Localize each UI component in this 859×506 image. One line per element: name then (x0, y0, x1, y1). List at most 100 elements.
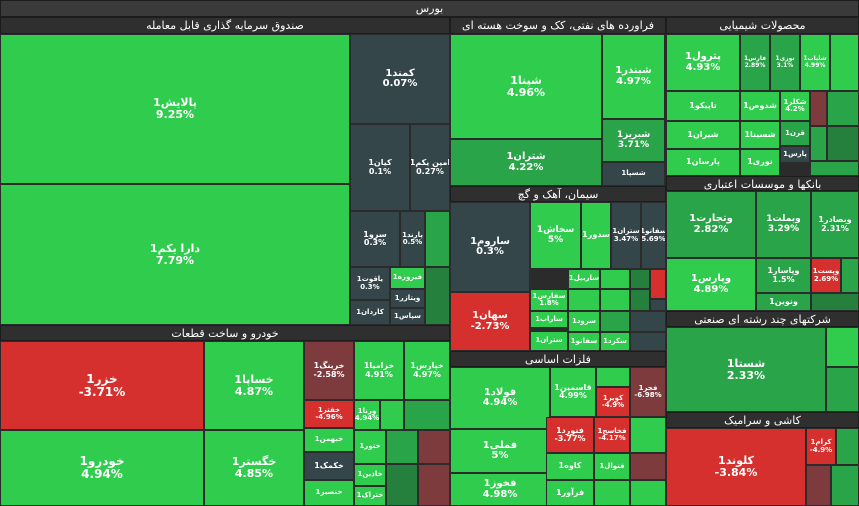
stock-tile[interactable]: شسپا1 (602, 162, 665, 186)
stock-tile[interactable]: وبصادر1 2.31% (811, 191, 859, 258)
minor-stock-tile[interactable] (841, 258, 859, 293)
stock-tile[interactable]: ختور1 (354, 430, 386, 464)
minor-stock-tile[interactable] (827, 91, 859, 126)
stock-tile[interactable]: کلوند1 -3.84% (666, 428, 806, 506)
stock-tile[interactable]: سپاس1 (390, 308, 425, 325)
stock-tile[interactable]: شبندر1 4.97% (602, 34, 665, 119)
stock-tile[interactable]: خپارس1 4.97% (404, 341, 450, 400)
minor-stock-tile[interactable] (404, 400, 450, 430)
stock-tile[interactable]: شلیاب1 4.99% (800, 34, 830, 91)
stock-tile[interactable]: وپارس1 4.89% (666, 258, 756, 311)
stock-tile[interactable]: سفانو1 (568, 332, 600, 351)
stock-tile[interactable]: فنوال1 (594, 453, 630, 480)
minor-stock-tile[interactable] (826, 327, 859, 367)
stock-tile[interactable]: ختراک1 (354, 486, 386, 506)
stock-tile[interactable]: پالایش1 9.25% (0, 34, 350, 184)
stock-tile[interactable]: ورنا1 4.94% (354, 400, 380, 430)
minor-stock-tile[interactable] (630, 417, 666, 453)
minor-stock-tile[interactable] (594, 480, 630, 506)
minor-stock-tile[interactable] (418, 430, 450, 464)
sector-header-oil[interactable]: فراورده های نفتی، کک و سوخت هسته ای (450, 17, 666, 34)
minor-stock-tile[interactable] (425, 267, 450, 325)
minor-stock-tile[interactable] (386, 464, 418, 506)
minor-stock-tile[interactable] (811, 293, 859, 311)
minor-stock-tile[interactable] (810, 126, 827, 161)
minor-stock-tile[interactable] (827, 126, 859, 161)
stock-tile[interactable]: فملی1 5% (450, 429, 550, 473)
stock-tile[interactable]: خبهمن1 (304, 428, 354, 452)
stock-tile[interactable]: فولاد1 4.94% (450, 367, 550, 429)
sector-header-tile[interactable]: کاشی و سرامیک (666, 412, 859, 428)
stock-tile[interactable]: سخاش1 5% (530, 202, 581, 269)
minor-stock-tile[interactable] (806, 465, 831, 506)
stock-tile[interactable]: خساپا1 4.87% (204, 341, 304, 430)
stock-tile[interactable]: ونوین1 (756, 293, 811, 311)
stock-tile[interactable]: کرام1 -4.9% (806, 428, 836, 465)
minor-stock-tile[interactable] (630, 332, 666, 351)
stock-tile[interactable]: یاقوت1 0.3% (350, 267, 390, 300)
stock-tile[interactable]: پترول1 4.93% (666, 34, 740, 91)
minor-stock-tile[interactable] (630, 289, 650, 311)
minor-stock-tile[interactable] (810, 91, 827, 126)
minor-stock-tile[interactable] (650, 299, 666, 311)
stock-tile[interactable]: کویر1 -4.9% (596, 387, 630, 417)
stock-tile[interactable]: سفارس1 1.8% (530, 289, 568, 311)
stock-tile[interactable]: شپنا1 4.96% (450, 34, 602, 139)
stock-tile[interactable]: فخاسج1 -4.17% (594, 417, 630, 453)
stock-tile[interactable]: خگستر1 4.85% (204, 430, 304, 506)
stock-tile[interactable]: وپست1 2.69% (811, 258, 841, 293)
stock-tile[interactable]: شکلر1 4.2% (780, 91, 810, 121)
minor-stock-tile[interactable] (650, 269, 666, 299)
stock-tile[interactable]: خفتر1 -4.96% (304, 400, 354, 428)
minor-stock-tile[interactable] (630, 480, 666, 506)
stock-tile[interactable]: کمند1 0.07% (350, 34, 450, 124)
minor-stock-tile[interactable] (418, 464, 450, 506)
minor-stock-tile[interactable] (386, 430, 418, 464)
minor-stock-tile[interactable] (425, 211, 450, 267)
stock-tile[interactable]: شستا1 2.33% (666, 327, 826, 412)
stock-tile[interactable]: وپاسار1 1.5% (756, 258, 811, 293)
stock-tile[interactable]: شتران1 4.22% (450, 139, 602, 186)
stock-tile[interactable]: سهان1 -2.73% (450, 292, 530, 351)
sector-header-cement[interactable]: سیمان، آهک و گچ (450, 186, 666, 202)
stock-tile[interactable]: فنورد1 -3.77% (546, 417, 594, 453)
stock-tile[interactable]: کاوه1 (546, 453, 594, 480)
stock-tile[interactable]: شیران1 (666, 121, 740, 149)
stock-tile[interactable]: قرن1 (780, 121, 810, 146)
stock-tile[interactable]: فخوز1 4.98% (450, 473, 550, 506)
stock-tile[interactable]: دارا یکم1 7.79% (0, 184, 350, 325)
stock-tile[interactable]: نوری1 3.1% (770, 34, 800, 91)
stock-tile[interactable]: شسینا1 (740, 121, 780, 149)
stock-tile[interactable]: پارس1 (780, 146, 810, 163)
stock-tile[interactable]: فیروزه1 (390, 267, 425, 289)
minor-stock-tile[interactable] (630, 269, 650, 289)
sector-header-etf[interactable]: صندوق سرمایه گذاری قابل معامله (0, 17, 450, 34)
stock-tile[interactable]: خنصیر1 (304, 480, 354, 506)
minor-stock-tile[interactable] (600, 289, 630, 311)
stock-tile[interactable]: ساربیل1 (568, 269, 600, 289)
stock-tile[interactable]: پارسان1 (666, 149, 740, 176)
stock-tile[interactable]: خودرو1 4.94% (0, 430, 204, 506)
minor-stock-tile[interactable] (568, 289, 600, 311)
stock-tile[interactable]: فارس1 2.89% (740, 34, 770, 91)
stock-tile[interactable]: فجر1 -6.98% (630, 367, 666, 417)
sector-header-metals[interactable]: فلزات اساسی (450, 351, 666, 367)
stock-tile[interactable]: ویتازر1 (390, 289, 425, 308)
stock-tile[interactable]: خزر1 -3.71% (0, 341, 204, 430)
stock-tile[interactable]: نوری1 (740, 149, 780, 176)
stock-tile[interactable]: امین یکم1 0.27% (410, 124, 450, 211)
stock-tile[interactable]: قاسمین1 4.99% (550, 367, 596, 417)
stock-tile[interactable]: سرو1 0.3% (350, 211, 400, 267)
stock-tile[interactable]: سفانو15.69% (641, 202, 666, 269)
stock-tile[interactable]: پارند1 0.5% (400, 211, 425, 267)
stock-tile[interactable]: شدوص1 (740, 91, 780, 121)
sector-header-auto[interactable]: خودرو و ساخت قطعات (0, 325, 450, 341)
stock-tile[interactable]: ستران1 (530, 331, 568, 351)
stock-tile[interactable]: سدور1 (581, 202, 611, 269)
stock-tile[interactable]: کاردان1 (350, 300, 390, 325)
minor-stock-tile[interactable] (380, 400, 404, 430)
stock-tile[interactable]: سکرد1 (600, 332, 630, 351)
stock-tile[interactable]: کیان1 0.1% (350, 124, 410, 211)
minor-stock-tile[interactable] (630, 311, 666, 332)
stock-tile[interactable]: شبریز1 3.71% (602, 119, 665, 162)
